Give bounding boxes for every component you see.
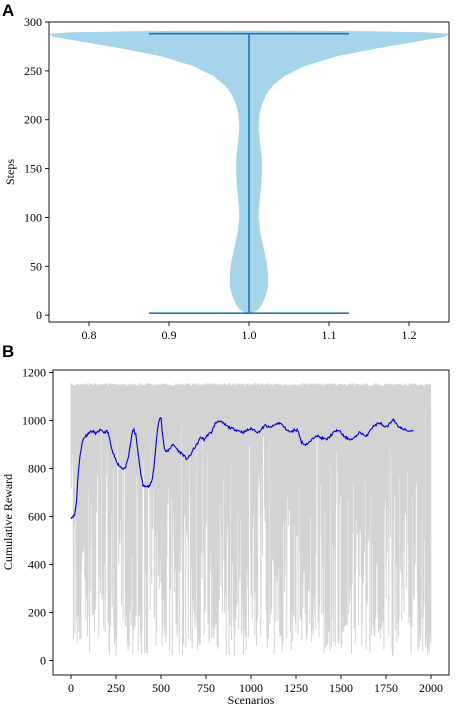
y-tick-label: 50 — [30, 259, 42, 273]
y-tick-label: 400 — [28, 558, 46, 572]
panel-b-y-axis: 0 200 400 600 800 1000 1200 — [22, 365, 53, 668]
y-tick-label: 150 — [24, 162, 42, 176]
panel-b: B 0 250 500 750 1000 1250 1500 1750 2000 0 200 400… — [1, 342, 450, 707]
y-tick-label: 1200 — [22, 365, 46, 379]
panel-b-letter: B — [2, 342, 14, 361]
x-tick-label: 0.8 — [82, 328, 97, 342]
panel-b-y-axis-label: Cumulative Reward — [1, 474, 15, 570]
y-tick-label: 800 — [28, 461, 46, 475]
panel-b-x-axis: 0 250 500 750 1000 1250 1500 1750 2000 — [68, 675, 443, 695]
x-tick-label: 500 — [152, 681, 170, 695]
y-tick-label: 600 — [28, 509, 46, 523]
panel-a-y-axis: 0 50 100 150 200 250 300 — [24, 15, 49, 322]
x-tick-label: 1.2 — [402, 328, 417, 342]
x-tick-label: 1750 — [374, 681, 398, 695]
x-tick-label: 1500 — [329, 681, 353, 695]
x-tick-label: 0 — [68, 681, 74, 695]
x-tick-label: 250 — [107, 681, 125, 695]
panel-a: A 0.8 0.9 1.0 1.1 1.2 0 50 100 150 200 250 300 Ste… — [2, 1, 450, 342]
y-tick-label: 200 — [24, 113, 42, 127]
panel-a-y-axis-label: Steps — [3, 159, 17, 185]
x-tick-label: 1000 — [239, 681, 263, 695]
y-tick-label: 200 — [28, 606, 46, 620]
x-tick-label: 0.9 — [162, 328, 177, 342]
x-tick-label: 750 — [197, 681, 215, 695]
y-tick-label: 0 — [36, 308, 42, 322]
smoothed-reward-series — [70, 417, 414, 520]
y-tick-label: 250 — [24, 64, 42, 78]
y-tick-label: 1000 — [22, 413, 46, 427]
panel-b-x-axis-label: Scenarios — [228, 693, 275, 707]
y-tick-label: 300 — [24, 15, 42, 29]
x-tick-label: 2000 — [419, 681, 443, 695]
panel-a-plot-area — [49, 30, 449, 315]
y-tick-label: 100 — [24, 210, 42, 224]
x-tick-label: 1250 — [284, 681, 308, 695]
raw-reward-series — [70, 383, 432, 656]
y-tick-label: 0 — [40, 654, 46, 668]
panel-a-x-axis: 0.8 0.9 1.0 1.1 1.2 — [82, 322, 417, 342]
panel-a-letter: A — [2, 1, 14, 20]
panel-b-plot-area — [70, 383, 432, 656]
x-tick-label: 1.1 — [322, 328, 337, 342]
x-tick-label: 1.0 — [242, 328, 257, 342]
